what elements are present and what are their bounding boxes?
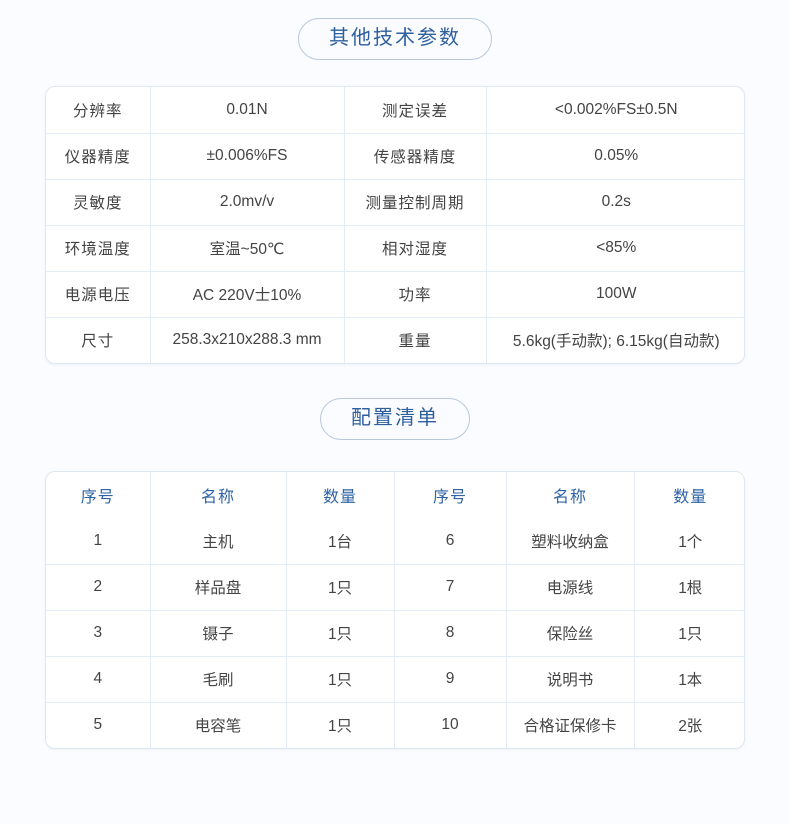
- column-header-name-left: 名称: [150, 472, 287, 518]
- item-qty: 2张: [678, 718, 703, 736]
- item-name: 说明书: [506, 656, 635, 703]
- item-no: 6: [394, 518, 507, 565]
- spec-value: 0.2s: [486, 179, 744, 226]
- column-header-no-left: 序号: [46, 472, 151, 518]
- section-heading-config-list: 配置清单: [0, 398, 790, 440]
- spec-label: 功率: [344, 271, 487, 318]
- table-row: 尺寸 258.3x210x288.3 mm 重量 5.6kg(手动款); 6.1…: [46, 317, 744, 363]
- spec-label: 重量: [344, 317, 487, 363]
- item-no: 10: [394, 702, 507, 748]
- spec-value: <85%: [486, 225, 744, 272]
- spec-label: 灵敏度: [46, 179, 151, 226]
- section-title-pill: 配置清单: [320, 398, 470, 440]
- item-no: 3: [46, 610, 151, 657]
- table-row: 环境温度 室温~50℃ 相对湿度 <85%: [46, 225, 744, 272]
- item-qty: 1只: [286, 610, 395, 657]
- table-row: 1 主机 1台 6 塑料收纳盒 1个: [46, 518, 744, 565]
- column-header-name-right: 名称: [506, 472, 635, 518]
- table-row: 电源电压 AC 220V士10% 功率 100W: [46, 271, 744, 318]
- spec-label: 相对湿度: [344, 225, 487, 272]
- spec-label: 分辨率: [46, 87, 151, 134]
- table-row: 5 电容笔 1只 10 合格证保修卡 2张: [46, 702, 744, 748]
- item-qty: 1只: [286, 656, 395, 703]
- item-no: 1: [46, 518, 151, 565]
- item-name: 电容笔: [150, 702, 287, 748]
- item-no: 9: [394, 656, 507, 703]
- table-row: 灵敏度 2.0mv/v 测量控制周期 0.2s: [46, 179, 744, 226]
- item-name: 镊子: [150, 610, 287, 657]
- item-name: 毛刷: [150, 656, 287, 703]
- table-row: 分辨率 0.01N 测定误差 <0.002%FS±0.5N: [46, 87, 744, 134]
- config-list-table: 序号 名称 数量 序号 名称 数量 1 主机 1台 6 塑料收纳盒 1个: [46, 472, 744, 748]
- item-name: 主机: [150, 518, 287, 565]
- table-row: 2 样品盘 1只 7 电源线 1根: [46, 564, 744, 611]
- item-qty: 1台: [286, 518, 395, 565]
- spec-label: 电源电压: [46, 271, 151, 318]
- item-name: 合格证保修卡: [506, 702, 635, 748]
- table-header-row: 序号 名称 数量 序号 名称 数量: [46, 472, 744, 518]
- spec-value: <0.002%FS±0.5N: [486, 87, 744, 134]
- item-no: 5: [46, 702, 151, 748]
- column-header-qty-left: 数量: [286, 472, 395, 518]
- item-qty: 1只: [286, 564, 395, 611]
- item-qty: 1本: [634, 656, 744, 703]
- spec-label: 传感器精度: [344, 133, 487, 180]
- section-heading-tech-params: 其他技术参数: [0, 18, 790, 60]
- spec-value: 5.6kg(手动款); 6.15kg(自动款): [512, 333, 720, 351]
- spec-value: 2.0mv/v: [150, 179, 345, 226]
- item-name: 保险丝: [506, 610, 635, 657]
- spec-value: 0.01N: [150, 87, 345, 134]
- spec-label: 尺寸: [46, 317, 151, 363]
- item-name: 电源线: [506, 564, 635, 611]
- spec-value: 0.05%: [486, 133, 744, 180]
- item-qty: 1只: [634, 610, 744, 657]
- spec-value: ±0.006%FS: [150, 133, 345, 180]
- item-no: 7: [394, 564, 507, 611]
- item-qty: 1只: [286, 702, 395, 748]
- item-no: 4: [46, 656, 151, 703]
- spec-label: 测定误差: [344, 87, 487, 134]
- spec-label: 仪器精度: [46, 133, 151, 180]
- spec-value: AC 220V士10%: [150, 271, 345, 318]
- item-name: 样品盘: [150, 564, 287, 611]
- item-qty: 1个: [634, 518, 744, 565]
- column-header-qty-right: 数量: [673, 489, 708, 506]
- spec-value: 258.3x210x288.3 mm: [150, 317, 345, 363]
- table-row: 4 毛刷 1只 9 说明书 1本: [46, 656, 744, 703]
- spec-value: 100W: [486, 271, 744, 318]
- item-name: 塑料收纳盒: [506, 518, 635, 565]
- spec-value: 室温~50℃: [150, 225, 345, 272]
- item-no: 2: [46, 564, 151, 611]
- table-row: 仪器精度 ±0.006%FS 传感器精度 0.05%: [46, 133, 744, 180]
- table-row: 3 镊子 1只 8 保险丝 1只: [46, 610, 744, 657]
- tech-params-table: 分辨率 0.01N 测定误差 <0.002%FS±0.5N 仪器精度 ±0.00…: [46, 87, 744, 363]
- item-no: 8: [394, 610, 507, 657]
- spec-label: 环境温度: [46, 225, 151, 272]
- column-header-no-right: 序号: [394, 472, 507, 518]
- item-qty: 1根: [634, 564, 744, 611]
- tech-params-table-wrapper: 分辨率 0.01N 测定误差 <0.002%FS±0.5N 仪器精度 ±0.00…: [45, 86, 745, 364]
- section-title-pill: 其他技术参数: [298, 18, 492, 60]
- spec-label: 测量控制周期: [344, 179, 487, 226]
- config-list-table-wrapper: 序号 名称 数量 序号 名称 数量 1 主机 1台 6 塑料收纳盒 1个: [45, 471, 745, 749]
